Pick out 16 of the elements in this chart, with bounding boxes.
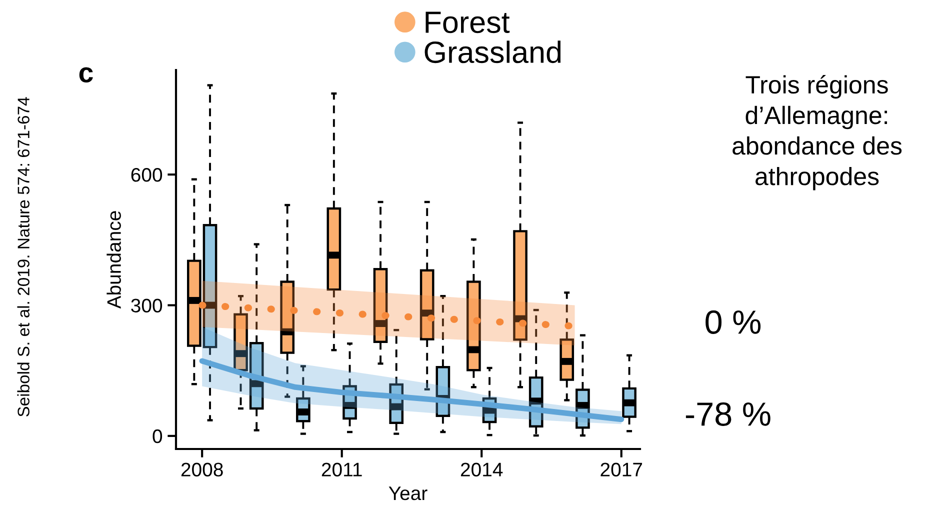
x-tick-label: 2011 <box>322 462 362 476</box>
legend-label: Forest <box>426 12 510 34</box>
y-tick-label: 0 <box>152 429 162 444</box>
y-axis-title: Abundance <box>106 211 121 309</box>
text: Trois régions d’Allemagne: abondance des athropodes <box>732 75 902 190</box>
text: c <box>79 67 93 82</box>
legend-label: Grassland <box>424 40 561 64</box>
text: Seibold S. et al. 2019. Nature 574: 671-674 <box>17 97 30 417</box>
text: 0 % <box>706 310 761 334</box>
x-axis-title: Year <box>388 486 428 500</box>
x-tick-label: 2017 <box>600 462 642 476</box>
x-tick-label: 2008 <box>181 462 223 476</box>
text: -78 % <box>686 402 770 426</box>
y-tick-label: 600 <box>131 168 162 182</box>
y-tick-label: 300 <box>131 298 162 312</box>
x-tick-label: 2014 <box>460 462 503 476</box>
